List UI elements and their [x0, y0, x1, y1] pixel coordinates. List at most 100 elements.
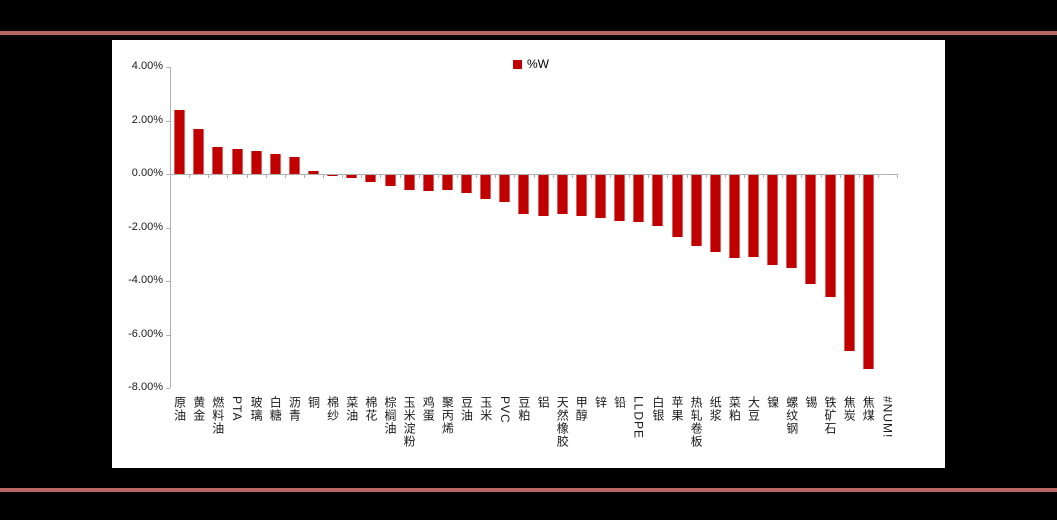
x-axis-tick: [820, 174, 822, 178]
bar: [767, 174, 779, 265]
x-axis-tick: [246, 174, 248, 178]
x-axis-tick: [648, 174, 650, 178]
bar: [212, 147, 224, 175]
x-axis-category-label: PVC: [497, 396, 512, 424]
x-axis-tick: [342, 174, 344, 178]
x-axis-category-label: 焦炭: [842, 396, 857, 422]
bar: [824, 174, 836, 297]
x-axis-tick: [897, 174, 898, 178]
x-axis-tick: [303, 174, 305, 178]
x-axis-category-label: 甲醇: [574, 396, 589, 422]
x-axis-category-label: 棉纱: [325, 396, 340, 422]
bar: [805, 174, 817, 284]
x-axis-category-label: 豆油: [459, 396, 474, 422]
bar: [748, 174, 759, 257]
x-axis-tick: [284, 174, 286, 178]
x-axis-tick: [437, 174, 439, 178]
y-axis-tick-label: 0.00%: [131, 167, 163, 179]
x-axis-category-label: 锡: [803, 396, 818, 409]
x-axis-category-label: 铅: [612, 396, 627, 409]
x-axis-tick: [743, 174, 745, 178]
x-axis-tick: [571, 174, 573, 178]
x-axis-tick: [170, 174, 171, 178]
bar: [174, 109, 186, 174]
bar: [269, 153, 281, 174]
legend-series-marker-icon: [513, 59, 522, 69]
x-axis-category-label: 铁矿石: [823, 396, 837, 435]
y-axis-tick: [166, 67, 170, 68]
x-axis-tick: [323, 174, 325, 178]
x-axis-tick: [457, 174, 458, 178]
y-axis-tick-label: 4.00%: [131, 60, 163, 72]
top-divider-line: [0, 31, 1057, 35]
bar: [595, 174, 606, 219]
y-axis-tick: [166, 227, 170, 229]
x-axis-tick: [476, 174, 478, 178]
y-axis-tick-label: -2.00%: [128, 220, 163, 233]
x-axis-category-label: 鸡蛋: [421, 396, 436, 422]
y-axis-line: [170, 67, 171, 388]
y-axis-tick: [166, 174, 170, 175]
x-axis-category-label: 原油: [172, 396, 187, 422]
x-axis-tick: [380, 174, 382, 178]
x-axis-tick: [763, 174, 765, 178]
x-axis-tick: [552, 174, 554, 178]
bar: [518, 174, 530, 215]
bar: [652, 174, 664, 227]
x-axis-category-label: 黄金: [191, 396, 206, 422]
y-axis-tick-label: -6.00%: [128, 327, 163, 340]
x-axis-tick: [724, 174, 726, 178]
y-axis-tick: [166, 281, 170, 282]
x-axis-tick: [839, 174, 841, 178]
bar: [422, 174, 434, 192]
bar: [690, 174, 702, 247]
x-axis-tick: [361, 174, 363, 178]
x-axis-category-label: 镍: [765, 396, 780, 409]
bar: [384, 174, 396, 186]
x-axis-category-label: 白糖: [268, 396, 283, 422]
x-axis-category-label: #NUM!: [880, 396, 895, 439]
x-axis-category-label: 菜油: [344, 396, 359, 422]
bottom-divider-line: [0, 488, 1057, 492]
x-axis-category-label: 菜粕: [727, 396, 742, 422]
x-axis-tick: [801, 174, 803, 178]
bar: [346, 174, 358, 178]
x-axis-tick: [629, 174, 631, 178]
bar: [671, 174, 683, 237]
x-axis-category-label: 沥青: [287, 396, 302, 422]
x-axis-tick: [399, 174, 401, 178]
x-axis-tick: [495, 174, 497, 178]
x-axis-tick: [533, 174, 535, 178]
x-axis-tick: [189, 174, 191, 178]
y-axis-tick: [166, 120, 170, 122]
x-axis-tick: [877, 174, 879, 178]
x-axis-category-label: 焦煤: [861, 396, 876, 422]
bar: [308, 171, 319, 174]
y-axis-tick: [166, 334, 170, 336]
x-axis-tick: [418, 174, 420, 178]
bar: [499, 174, 511, 203]
x-axis-tick: [265, 174, 267, 178]
bar: [709, 174, 721, 252]
x-axis-tick: [610, 174, 611, 178]
x-axis-category-label: 棉花: [363, 396, 378, 422]
x-axis-category-label: 玉米淀粉: [402, 396, 417, 448]
bar: [633, 174, 645, 223]
x-axis-category-label: LLDPE: [631, 396, 646, 440]
bar: [480, 174, 492, 200]
y-axis-tick: [166, 388, 170, 389]
chart-card: %W 4.00% 2.00% 0.00% -2.00% -4.00% -6.00% -8.0…: [112, 40, 945, 468]
x-axis-tick: [686, 174, 688, 178]
x-axis-category-label: 玻璃: [249, 396, 264, 422]
legend-label: %W: [527, 57, 549, 71]
x-axis-category-label: 苹果: [670, 396, 684, 422]
y-axis-tick-label: 2.00%: [131, 113, 163, 126]
x-axis-tick: [667, 174, 669, 178]
x-axis-tick: [782, 174, 784, 178]
x-axis-category-label: PTA: [230, 396, 244, 422]
x-axis-tick: [858, 174, 860, 178]
x-axis-category-label: 豆粕: [516, 396, 531, 422]
bar: [231, 148, 243, 174]
x-axis-tick: [208, 174, 210, 178]
